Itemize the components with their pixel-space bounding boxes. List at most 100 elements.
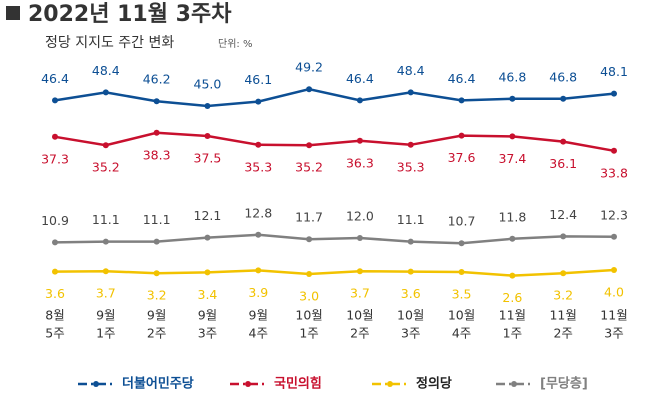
- data-point: [255, 267, 262, 274]
- unit-label: 단위: %: [218, 37, 252, 50]
- data-label: 2.6: [502, 290, 522, 305]
- data-point: [611, 147, 617, 154]
- data-point: [102, 142, 109, 149]
- data-label: 11.8: [498, 209, 526, 224]
- data-point: [306, 142, 313, 149]
- legend-label: 국민의힘: [274, 376, 322, 392]
- data-label: 10.7: [448, 214, 476, 229]
- data-point: [509, 235, 516, 242]
- x-tick-label: 2주: [553, 326, 572, 341]
- data-point: [153, 129, 160, 136]
- data-point: [560, 270, 567, 277]
- data-label: 35.3: [244, 159, 272, 174]
- x-tick-label: 10월: [346, 308, 373, 323]
- data-point: [560, 233, 567, 240]
- data-point: [407, 89, 414, 96]
- data-label: 48.4: [397, 63, 425, 78]
- data-point: [204, 269, 211, 276]
- data-point: [153, 238, 160, 245]
- data-label: 3.9: [248, 285, 268, 300]
- data-point: [458, 132, 465, 139]
- data-point: [356, 235, 363, 241]
- data-point: [102, 268, 109, 275]
- data-point: [458, 269, 465, 275]
- x-tick-label: 3주: [198, 326, 217, 341]
- data-label: 11.1: [143, 212, 171, 227]
- data-point: [204, 133, 211, 139]
- data-label: 10.9: [41, 213, 69, 228]
- data-label: 36.3: [346, 155, 374, 170]
- x-tick-label: 10월: [295, 308, 322, 323]
- x-tick-label: 10월: [448, 308, 475, 323]
- legend-label: 더불어민주당: [122, 376, 194, 392]
- x-tick-label: 3주: [401, 326, 420, 341]
- legend-label: 정의당: [416, 376, 452, 392]
- data-point: [52, 239, 58, 246]
- data-label: 46.8: [498, 69, 526, 84]
- x-tick-label: 11월: [549, 308, 576, 323]
- data-label: 35.2: [295, 160, 323, 175]
- data-point: [407, 141, 414, 148]
- data-point: [458, 97, 465, 104]
- data-label: 36.1: [549, 156, 577, 171]
- data-point: [407, 238, 414, 245]
- data-point: [52, 97, 58, 104]
- data-label: 37.5: [194, 151, 222, 166]
- data-point: [52, 268, 58, 275]
- data-point: [509, 133, 516, 140]
- x-tick-label: 9월: [198, 308, 217, 323]
- data-point: [306, 236, 313, 243]
- x-tick-label: 4주: [452, 326, 471, 341]
- x-tick-label: 4주: [249, 326, 268, 341]
- data-label: 12.1: [194, 208, 222, 223]
- data-point: [560, 95, 567, 102]
- x-tick-label: 8월: [45, 308, 64, 323]
- x-tick-label: 1주: [96, 326, 115, 341]
- data-point: [356, 137, 363, 144]
- data-point: [153, 270, 160, 277]
- data-label: 46.4: [448, 71, 476, 86]
- x-tick-label: 2주: [147, 326, 166, 341]
- data-point: [560, 138, 567, 145]
- data-point: [509, 272, 516, 279]
- data-label: 35.2: [92, 160, 120, 175]
- x-tick-label: 2주: [350, 326, 369, 341]
- data-label: 49.2: [295, 60, 323, 75]
- data-point: [255, 141, 262, 148]
- data-point: [153, 98, 160, 105]
- data-point: [102, 89, 109, 96]
- data-label: 3.4: [198, 287, 218, 302]
- data-label: 11.1: [92, 212, 120, 227]
- data-point: [356, 97, 363, 104]
- x-tick-label: 1주: [299, 326, 318, 341]
- chart-title: 2022년 11월 3주차: [28, 2, 232, 27]
- data-label: 4.0: [604, 285, 624, 300]
- x-tick-label: 11월: [600, 308, 627, 323]
- data-label: 3.7: [96, 286, 116, 301]
- data-point: [204, 103, 211, 109]
- data-label: 46.4: [346, 71, 374, 86]
- data-label: 11.1: [397, 212, 425, 227]
- data-point: [102, 238, 109, 245]
- data-label: 12.8: [244, 205, 272, 220]
- data-point: [306, 86, 313, 93]
- data-point: [611, 267, 617, 273]
- chart-subtitle: 정당 지지도 주간 변화: [45, 35, 174, 51]
- data-label: 48.1: [600, 64, 628, 79]
- x-tick-label: 9월: [147, 308, 166, 323]
- data-label: 12.0: [346, 209, 374, 224]
- series-line: [54, 268, 615, 277]
- data-label: 46.8: [549, 69, 577, 84]
- x-tick-label: 3주: [604, 326, 623, 341]
- x-tick-label: 5주: [45, 326, 64, 341]
- data-label: 12.3: [600, 207, 628, 222]
- x-tick-label: 11월: [499, 308, 526, 323]
- data-point: [306, 271, 313, 277]
- x-tick-label: 1주: [503, 326, 522, 341]
- data-label: 3.2: [147, 288, 167, 303]
- data-label: 3.0: [299, 289, 319, 304]
- data-label: 45.0: [194, 77, 222, 92]
- series-line: [54, 131, 615, 153]
